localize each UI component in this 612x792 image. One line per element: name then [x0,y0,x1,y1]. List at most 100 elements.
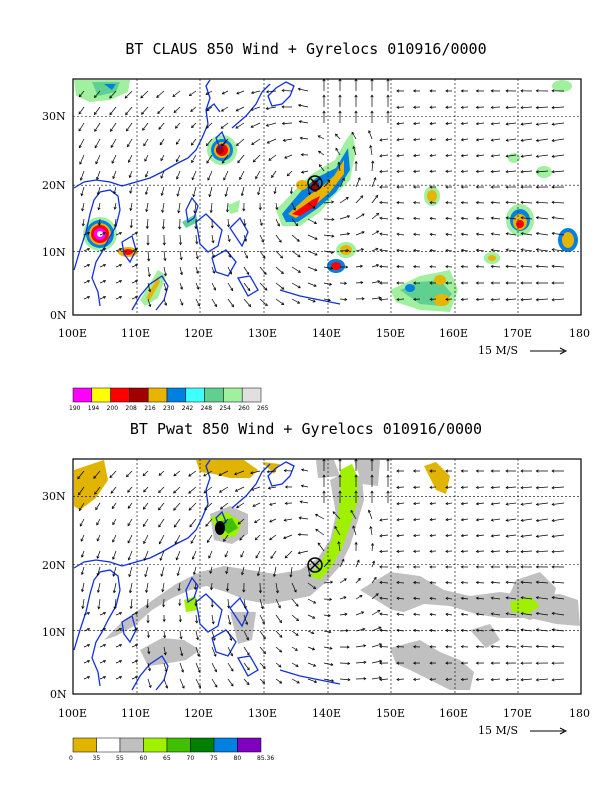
wind-arrow [520,106,533,109]
wind-arrow [396,298,405,300]
wind-arrow [371,610,381,616]
wind-arrow-head [460,581,464,585]
wind-arrow-head [490,248,494,252]
wind-arrow [115,628,122,632]
lon-label: 100E [58,707,87,720]
wind-arrow-head [180,302,184,306]
colorbar-label: 190 [69,405,81,412]
wind-arrow-head [490,565,494,569]
wind-arrow-head [475,485,479,490]
wind-arrow [193,186,197,197]
wind-arrow [506,122,517,125]
wind-arrow [268,154,277,161]
wind-arrow-head [505,534,509,538]
wind-arrow-head [146,620,150,624]
wind-arrow-head [551,661,555,665]
wind-arrow-head [535,138,539,143]
wind-arrow [355,213,365,220]
wind-arrow [552,645,565,648]
wind-arrow-head [346,215,351,219]
wind-arrow [174,534,181,544]
wind-arrow-head [190,108,194,112]
wind-arrow [552,597,565,600]
wind-arrow-head [246,682,250,686]
wind-arrow-head [143,541,147,545]
wind-arrow [323,266,333,270]
wind-arrow-head [128,574,132,578]
wind-arrow [227,298,234,307]
lat-label: 10N [42,626,66,639]
wind-arrow [127,502,133,509]
wind-arrow [162,202,165,213]
wind-arrow-head [396,549,400,553]
lat-lon-grid [73,79,581,315]
wind-arrow [115,248,122,252]
wind-arrow-head [551,502,555,506]
wind-arrow-head [347,661,351,666]
wind-arrow [158,470,165,476]
wind-arrow [223,170,229,181]
wind-arrow-head [357,177,361,181]
wind-arrow-head [234,472,238,476]
wind-arrow-head [313,283,317,287]
wind-arrow-head [142,523,146,528]
wind-arrow-head [177,588,181,592]
wind-arrow-head [159,142,163,146]
wind-arrow [83,628,90,632]
wind-arrow [291,614,299,621]
wind-arrow [368,510,373,520]
wind-arrow [552,106,565,109]
wind-arrow-head [490,596,494,600]
wind-arrow-head [379,534,383,538]
wind-arrow-head [505,122,509,126]
wind-arrow-head [119,643,123,647]
wind-arrow-head [475,216,479,220]
wind-arrow [461,597,469,600]
wind-arrow [158,122,165,130]
wind-arrow [552,502,565,505]
wind-arrow-head [445,121,449,126]
wind-arrow-head [505,549,509,554]
wind-arrow-head [311,631,315,635]
wind-arrow [161,186,165,196]
wind-arrow [413,217,421,220]
wind-arrow-head [162,619,166,623]
wind-arrow-head [103,263,107,267]
wind-arrow [81,202,85,211]
wind-arrow [307,250,318,256]
wind-arrow [225,186,229,197]
wind-arrow-head [81,223,85,227]
wind-arrow-head [258,590,262,594]
wind-arrow-head [329,646,333,650]
wind-arrow [552,138,565,142]
wind-arrow [552,154,565,157]
wind-arrow-head [127,144,130,148]
wind-arrow [429,534,437,537]
wind-arrow-head [551,678,555,682]
wind-arrow-head [265,106,269,110]
wind-arrow [250,470,261,474]
wind-arrow [334,526,341,536]
wind-arrow [536,534,549,537]
wind-arrow [79,154,85,165]
wind-arrow [99,248,106,252]
wind-arrow-head [164,288,168,292]
wind-arrow [115,676,122,680]
wind-arrow-head [413,518,417,522]
wind-arrow [83,612,90,616]
lat-label: 30N [42,110,66,123]
wind-arrow-head [158,524,162,528]
wind-arrow [520,550,533,553]
wind-arrow-head [386,94,390,98]
wind-arrow-head [235,143,240,146]
wind-arrow [275,678,282,684]
wind-arrow-head [460,122,464,126]
wind-arrow [243,630,249,641]
wind-arrow-head [369,144,373,148]
wind-arrow [99,628,106,632]
wind-arrow [163,678,168,689]
vector-scale-arrow [530,727,568,735]
wind-arrow-head [520,264,524,268]
wind-arrow-head [429,628,433,633]
wind-arrow-head [475,549,479,553]
